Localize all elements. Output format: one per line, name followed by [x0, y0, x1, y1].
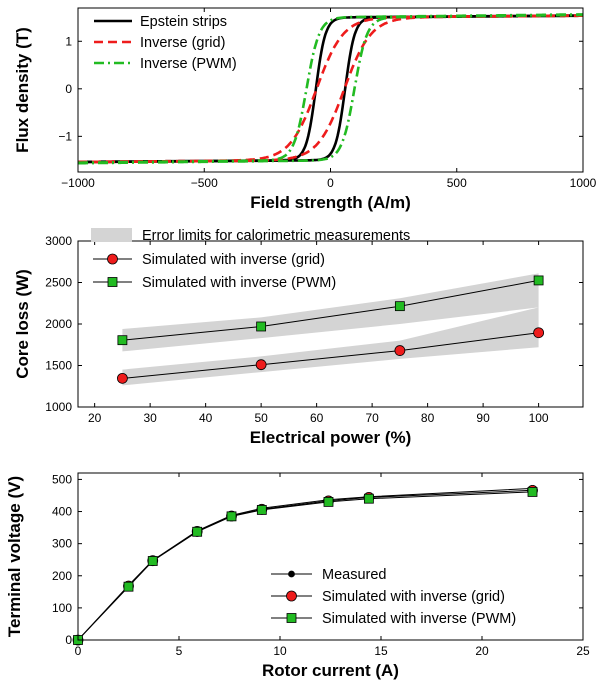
y-tick-label: 300: [52, 537, 72, 551]
data-point: [192, 526, 203, 537]
x-tick-label: 90: [476, 411, 490, 425]
legend-label: Inverse (PWM): [140, 56, 237, 72]
x-tick-label: 80: [421, 411, 435, 425]
legend: Epstein strips Inverse (grid) Inverse (PWM…: [94, 14, 237, 72]
data-point: [255, 359, 267, 371]
legend-label: Simulated with inverse (PWM): [322, 611, 516, 627]
error-band-2: [122, 273, 539, 352]
x-tick-label: 40: [199, 411, 213, 425]
data-point: [533, 327, 545, 339]
y-tick-label: 1000: [45, 400, 72, 414]
x-tick-label: 60: [310, 411, 324, 425]
y-tick-label: 2000: [45, 317, 72, 331]
axes-frame: [77, 472, 584, 641]
y-tick-label: 2500: [45, 276, 72, 290]
x-tick-label: 100: [529, 411, 549, 425]
legend-marker: [286, 590, 297, 602]
chart-flux-density: −1000 −500 0 500 1000 −1 0 1 Field strength (A/m…: [13, 7, 597, 212]
x-tick-label: 50: [254, 411, 268, 425]
x-tick-label: 10: [273, 644, 287, 658]
y-tick-label: 1500: [45, 359, 72, 373]
legend-label: Simulated with inverse (grid): [142, 252, 325, 268]
error-band-1: [122, 307, 539, 386]
x-tick-label: 20: [88, 411, 102, 425]
data-point: [394, 301, 405, 312]
x-tick-label: 70: [365, 411, 379, 425]
legend-marker: [286, 613, 297, 623]
legend-label: Simulated with inverse (PWM): [142, 275, 336, 291]
plot-area: [78, 13, 583, 165]
x-tick-label: 1000: [570, 176, 597, 190]
legend-marker: [107, 277, 118, 287]
x-tick-label: −1000: [61, 176, 95, 190]
y-axis-label: Core loss (W): [13, 269, 32, 379]
legend: Measured Simulated with inverse (grid) Sim…: [271, 567, 516, 627]
x-axis-label: Field strength (A/m): [250, 193, 411, 212]
data-point: [394, 345, 406, 356]
y-tick-label: 0: [65, 82, 72, 96]
y-axis-label: Terminal voltage (V): [5, 476, 24, 637]
x-tick-label: 5: [176, 644, 183, 658]
y-tick-label: 400: [52, 505, 72, 519]
y-tick-label: 1: [65, 34, 72, 48]
x-tick-label: 0: [327, 176, 334, 190]
x-tick-label: 25: [576, 644, 590, 658]
axes-frame: [77, 7, 584, 173]
chart-core-loss: 20 30 40 50 60 70 80 90 100 1000 1500 2000 2500 3000 E…: [13, 228, 584, 447]
legend-label: Simulated with inverse (grid): [322, 589, 505, 605]
data-point: [226, 511, 237, 522]
legend-label: Error limits for calorimetric measuremen…: [142, 228, 410, 244]
legend: Error limits for calorimetric measuremen…: [91, 228, 410, 291]
data-point: [256, 321, 267, 332]
data-point: [117, 335, 128, 346]
data-point: [116, 372, 128, 384]
data-point: [147, 556, 158, 566]
x-tick-label: 30: [143, 411, 157, 425]
y-tick-label: 200: [52, 569, 72, 583]
x-axis-label: Rotor current (A): [262, 661, 399, 680]
x-tick-label: 15: [374, 644, 388, 658]
y-tick-label: 3000: [45, 234, 72, 248]
y-tick-label: 100: [52, 601, 72, 615]
data-point: [527, 487, 538, 497]
data-point: [123, 581, 134, 592]
legend-label: Epstein strips: [140, 14, 227, 30]
x-tick-label: −500: [191, 176, 218, 190]
legend-band-swatch: [91, 228, 132, 242]
x-tick-label: 0: [75, 644, 82, 658]
data-point: [256, 505, 267, 515]
x-tick-label: 20: [475, 644, 489, 658]
chart-terminal-voltage: 0 5 10 15 20 25 0 100 200 300 400 500 Rotor current …: [5, 472, 590, 680]
series-line-1: [122, 332, 539, 379]
legend-marker: [288, 570, 295, 578]
legend-label: Measured: [322, 567, 386, 583]
x-tick-label: 500: [447, 176, 467, 190]
legend-label: Inverse (grid): [140, 35, 225, 51]
x-axis-label: Electrical power (%): [250, 428, 412, 447]
data-point: [363, 493, 374, 504]
y-tick-label: 0: [65, 633, 72, 647]
data-point: [533, 275, 544, 286]
data-point: [323, 497, 334, 507]
series-line-2: [122, 279, 539, 341]
legend-marker: [107, 253, 118, 265]
y-axis-label: Flux density (T): [13, 27, 32, 153]
y-tick-label: 500: [52, 472, 72, 486]
y-tick-label: −1: [58, 129, 72, 143]
series-line-3-descending: [78, 13, 583, 164]
